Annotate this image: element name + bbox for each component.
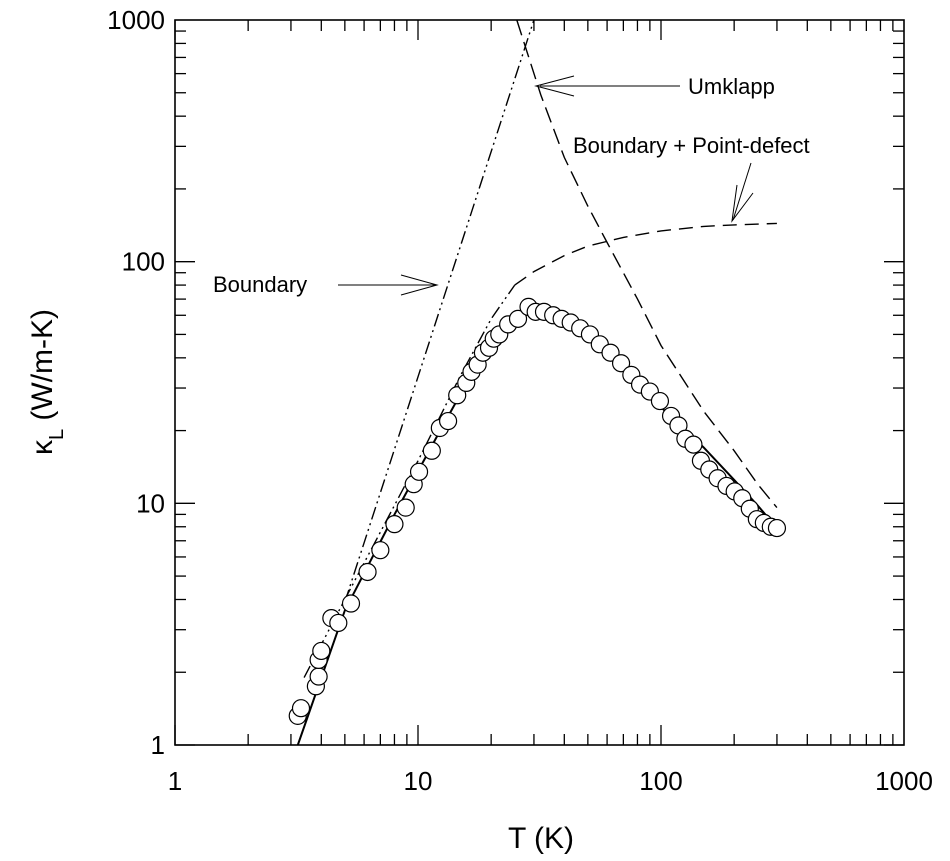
model-curve-long-dash <box>516 19 778 509</box>
series-lines <box>296 19 778 746</box>
annotation-umklapp-text: Umklapp <box>688 74 775 99</box>
annotation-boundary-point-defect-arrowhead <box>731 184 754 223</box>
data-points <box>288 297 787 725</box>
annotation-boundary-point-defect-arrow <box>732 162 752 221</box>
data-point <box>422 441 441 460</box>
data-point <box>312 641 331 661</box>
x-tick-label: 10 <box>404 766 433 796</box>
data-point <box>684 435 703 454</box>
y-tick-label: 100 <box>122 247 165 277</box>
y-axis-label-unit: (W/m-K) <box>26 309 59 429</box>
y-tick-label: 1 <box>151 730 165 760</box>
data-point <box>358 562 377 582</box>
y-tick-label: 1000 <box>107 5 165 35</box>
data-point <box>438 411 458 431</box>
x-tick-label: 1000 <box>875 766 933 796</box>
annotation-umklapp: Umklapp <box>534 74 775 99</box>
annotation-boundary-point-defect-text: Boundary + Point-defect <box>573 133 810 158</box>
annotation-boundary-point-defect: Boundary + Point-defect <box>573 133 810 223</box>
data-point <box>309 667 328 686</box>
data-point <box>650 391 670 411</box>
y-axis-label-symbol: κ <box>26 439 59 455</box>
data-point <box>767 518 787 538</box>
data-point <box>508 309 528 328</box>
fit-curve <box>296 309 778 746</box>
y-axis-label: κL (W/m-K) <box>26 309 68 455</box>
plot-frame <box>174 19 905 746</box>
data-point <box>329 613 348 633</box>
annotation-umklapp-arrowhead <box>534 75 575 97</box>
data-point <box>611 354 631 373</box>
data-point <box>448 386 467 405</box>
data-point <box>291 699 311 718</box>
model-curve-dashed <box>514 222 777 286</box>
y-axis-label-subscript: L <box>46 429 68 440</box>
annotation-boundary-arrowhead <box>400 274 439 296</box>
data-point <box>396 498 415 517</box>
y-tick-label: 10 <box>136 488 165 518</box>
data-point <box>409 462 429 481</box>
x-tick-label: 1 <box>168 766 182 796</box>
x-axis-label: T (K) <box>508 822 574 855</box>
data-point <box>341 594 361 613</box>
annotation-boundary-text: Boundary <box>213 272 307 297</box>
data-point <box>371 541 390 560</box>
axis-ticks <box>174 20 904 746</box>
model-curve-dash-dot-dot <box>303 284 516 678</box>
annotation-boundary: Boundary <box>213 272 439 297</box>
model-curve-dash-dot-dot <box>344 19 535 603</box>
tick-labels: 1 10 100 1000 1 10 100 1000 <box>107 5 933 796</box>
data-point <box>385 515 404 534</box>
x-tick-label: 100 <box>639 766 682 796</box>
